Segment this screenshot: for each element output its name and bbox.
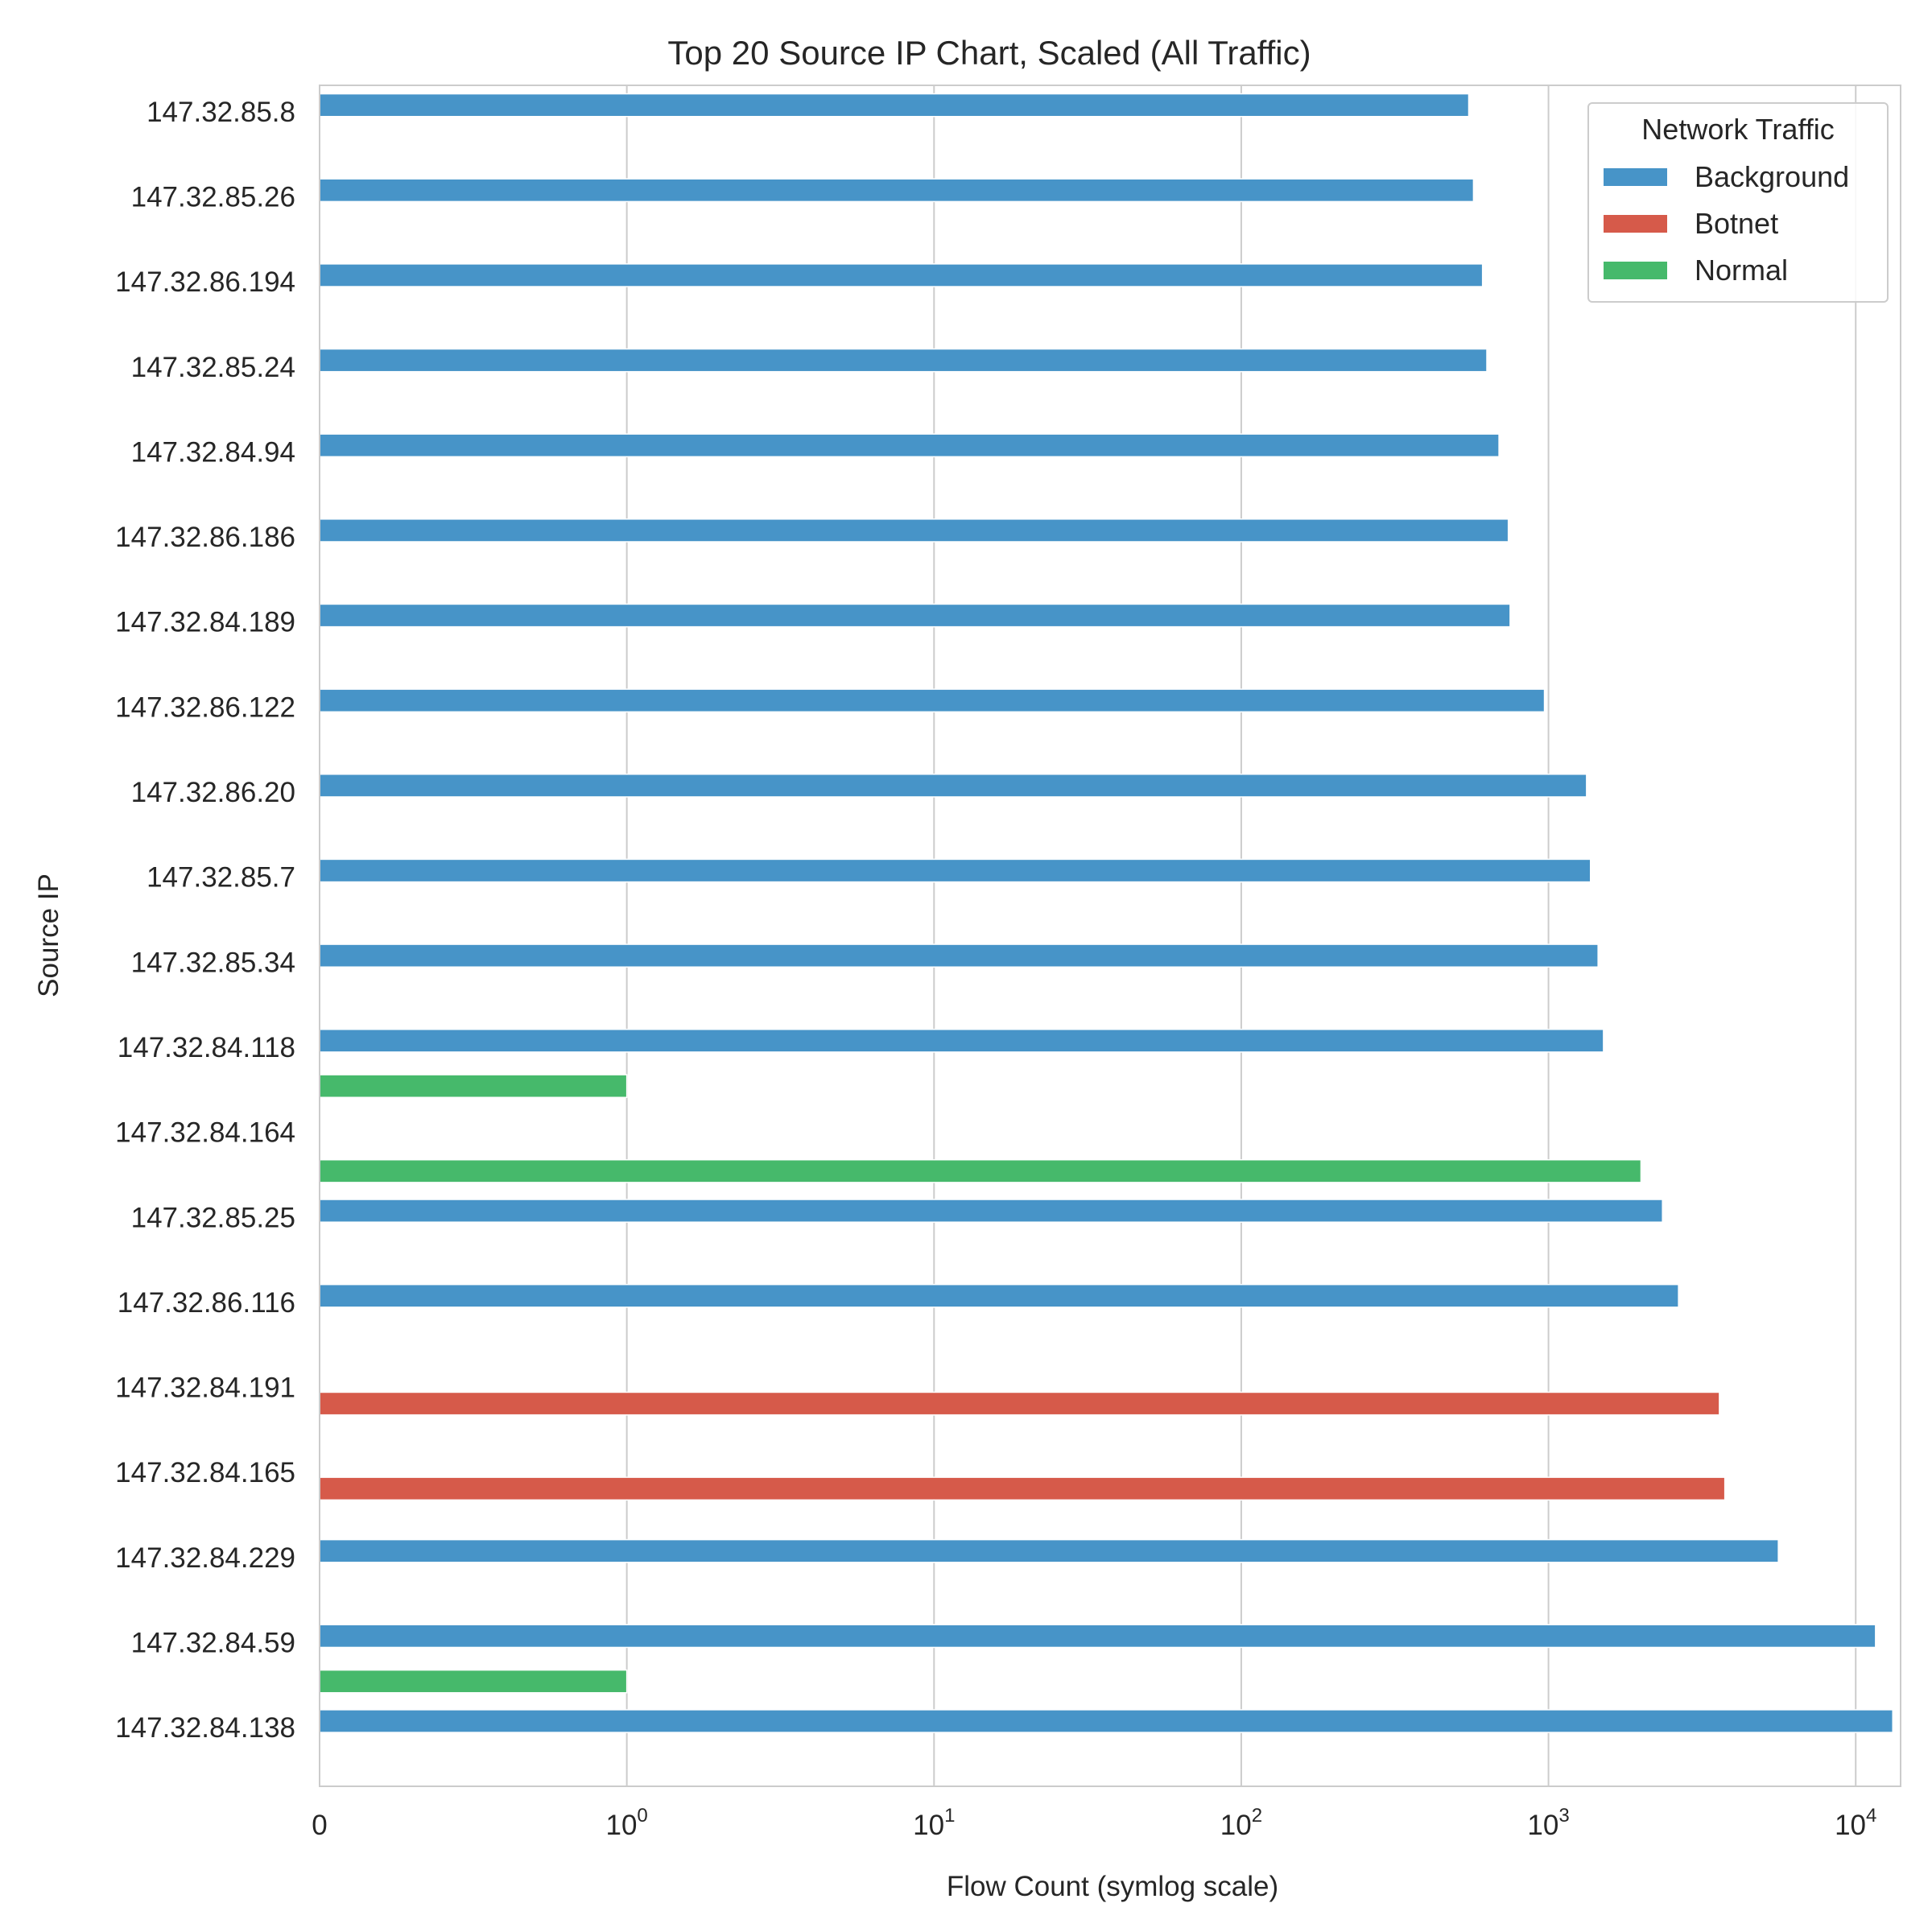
- category-label: 147.32.86.20: [131, 777, 295, 808]
- category-label: 147.32.84.189: [115, 607, 295, 638]
- category-label: 147.32.84.59: [131, 1628, 295, 1659]
- category-label: 147.32.85.25: [131, 1202, 295, 1233]
- category-label: 147.32.84.191: [115, 1373, 295, 1404]
- bar-background: [319, 943, 1599, 968]
- bar-background: [319, 1709, 1893, 1733]
- category-label: 147.32.84.229: [115, 1542, 295, 1574]
- x-tick-label: 104: [1835, 1805, 1876, 1841]
- bar-background: [319, 178, 1475, 203]
- bar-botnet: [319, 1391, 1720, 1416]
- x-tick-label: 101: [913, 1805, 955, 1841]
- category-label: 147.32.85.7: [147, 862, 295, 894]
- bars: [319, 93, 1893, 1733]
- bar-botnet: [319, 1476, 1726, 1501]
- bar-background: [319, 93, 1470, 118]
- grid-lines: [625, 85, 1857, 1786]
- bar-background: [319, 1028, 1604, 1053]
- chart-title: Top 20 Source IP Chart, Scaled (All Traf…: [667, 34, 1311, 72]
- category-label: 147.32.84.164: [115, 1117, 295, 1149]
- bar-background: [319, 518, 1509, 543]
- bar-background: [319, 774, 1587, 798]
- x-axis-label: Flow Count (symlog scale): [947, 1871, 1278, 1902]
- category-label: 147.32.84.165: [115, 1457, 295, 1488]
- plot-frame: [319, 85, 1901, 1787]
- bar-background: [319, 433, 1500, 458]
- x-tick-label: 0: [312, 1810, 327, 1841]
- legend-swatch-normal: [1604, 262, 1667, 279]
- x-tick-label: 102: [1220, 1805, 1262, 1841]
- category-label: 147.32.86.116: [118, 1287, 295, 1319]
- bar-background: [319, 603, 1511, 628]
- bar-background: [319, 348, 1488, 373]
- bar-background: [319, 1199, 1663, 1223]
- legend-label-normal: Normal: [1695, 254, 1788, 287]
- bar-background: [319, 1283, 1679, 1308]
- category-label: 147.32.86.194: [115, 266, 295, 298]
- x-tick-label: 103: [1527, 1805, 1569, 1841]
- y-axis-label: Source IP: [33, 873, 64, 997]
- category-label: 147.32.86.122: [115, 691, 295, 723]
- bar-background: [319, 858, 1591, 883]
- category-label: 147.32.85.26: [131, 181, 295, 213]
- legend-title: Network Traffic: [1641, 113, 1834, 146]
- x-tick-labels: 0 100 101 102 103 104: [312, 1805, 1876, 1841]
- legend-label-botnet: Botnet: [1695, 207, 1778, 240]
- category-labels: 147.32.85.8 147.32.85.26 147.32.86.194 147.…: [115, 97, 295, 1744]
- category-label: 147.32.85.34: [131, 947, 295, 978]
- bar-background: [319, 1624, 1876, 1649]
- bar-normal: [319, 1074, 628, 1098]
- legend-swatch-botnet: [1604, 215, 1667, 233]
- bar-background: [319, 263, 1484, 287]
- bar-background: [319, 1538, 1779, 1563]
- bar-normal: [319, 1158, 1642, 1183]
- category-label: 147.32.84.118: [118, 1032, 295, 1063]
- bar-normal: [319, 1669, 628, 1694]
- legend-swatch-background: [1604, 168, 1667, 186]
- category-label: 147.32.85.24: [131, 352, 295, 383]
- legend-label-background: Background: [1695, 160, 1849, 193]
- legend: Network Traffic Background Botnet Normal: [1587, 102, 1889, 303]
- bar-background: [319, 688, 1546, 713]
- category-label: 147.32.84.138: [115, 1712, 295, 1744]
- category-label: 147.32.85.8: [147, 97, 295, 128]
- legend-frame: [1587, 102, 1889, 303]
- category-label: 147.32.86.186: [115, 522, 295, 553]
- category-label: 147.32.84.94: [131, 436, 295, 468]
- x-tick-label: 100: [605, 1805, 647, 1841]
